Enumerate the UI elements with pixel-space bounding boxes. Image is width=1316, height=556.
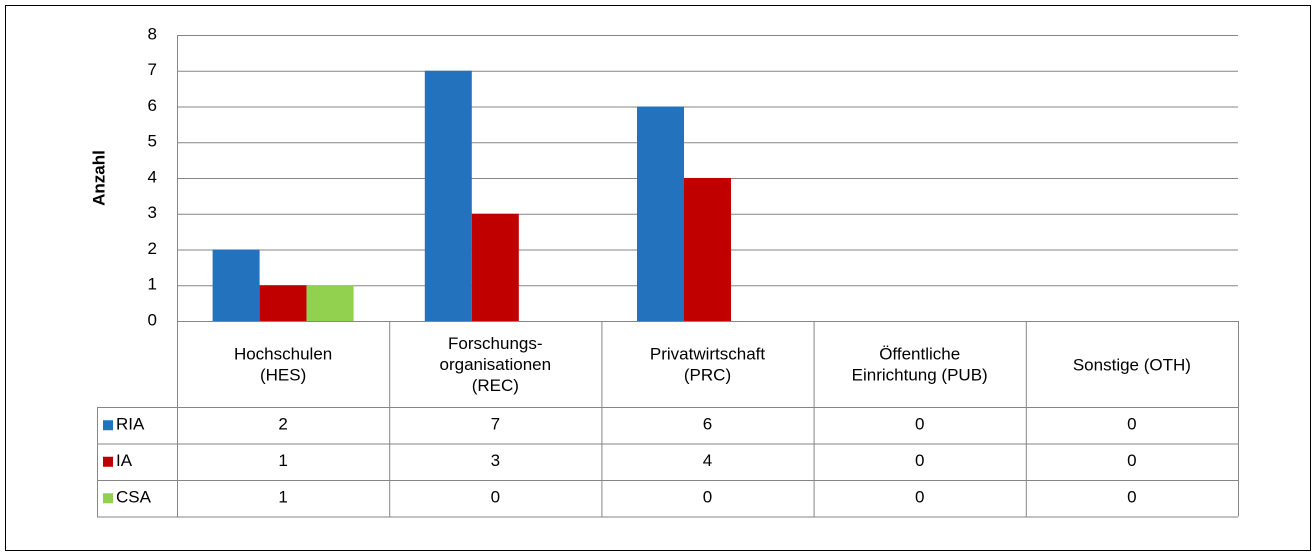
table-value: 1 <box>278 451 287 470</box>
table-value: 0 <box>1127 488 1136 507</box>
table-value: 3 <box>491 451 500 470</box>
bar <box>424 70 472 321</box>
table-value: 0 <box>1127 451 1136 470</box>
legend-label: IA <box>116 451 133 470</box>
y-tick-label: 5 <box>148 132 157 151</box>
table-value: 6 <box>703 415 712 434</box>
table-value: 2 <box>278 415 287 434</box>
x-tick-label: Hochschulen (HES) <box>234 345 332 385</box>
y-tick-label: 2 <box>148 239 157 258</box>
legend-key <box>103 420 113 431</box>
bar <box>637 106 684 321</box>
x-tick-label: Forschungs-organisationen (REC) <box>440 334 552 395</box>
table-value: 4 <box>703 451 712 470</box>
bar <box>212 249 260 321</box>
bar <box>306 285 354 321</box>
table-value: 0 <box>915 451 924 470</box>
table-value: 0 <box>703 488 712 507</box>
table-value: 0 <box>491 488 500 507</box>
y-tick-label: 7 <box>148 60 157 79</box>
y-tick-label: 3 <box>148 203 157 222</box>
y-tick-label: 0 <box>148 310 157 329</box>
x-tick-label: Öffentliche Einrichtung (PUB) <box>852 345 988 385</box>
legend-key <box>103 493 113 504</box>
table-value: 0 <box>1127 415 1136 434</box>
bar <box>471 213 519 321</box>
legend-label: CSA <box>116 488 152 507</box>
y-tick-label: 4 <box>148 167 157 186</box>
x-tick-label: Sonstige (OTH) <box>1073 355 1191 374</box>
bar <box>684 178 731 321</box>
y-tick-label: 8 <box>148 24 157 43</box>
table-value: 1 <box>278 488 287 507</box>
table-value: 7 <box>491 415 500 434</box>
y-tick-label: 6 <box>148 96 157 115</box>
legend-key <box>103 456 113 467</box>
table-value: 0 <box>915 488 924 507</box>
bar <box>259 285 307 321</box>
legend-label: RIA <box>116 415 145 434</box>
x-tick-label: Privatwirtschaft (PRC) <box>650 345 766 385</box>
table-value: 0 <box>915 415 924 434</box>
y-axis-label: Anzahl <box>89 150 108 206</box>
y-tick-label: 1 <box>148 275 157 294</box>
